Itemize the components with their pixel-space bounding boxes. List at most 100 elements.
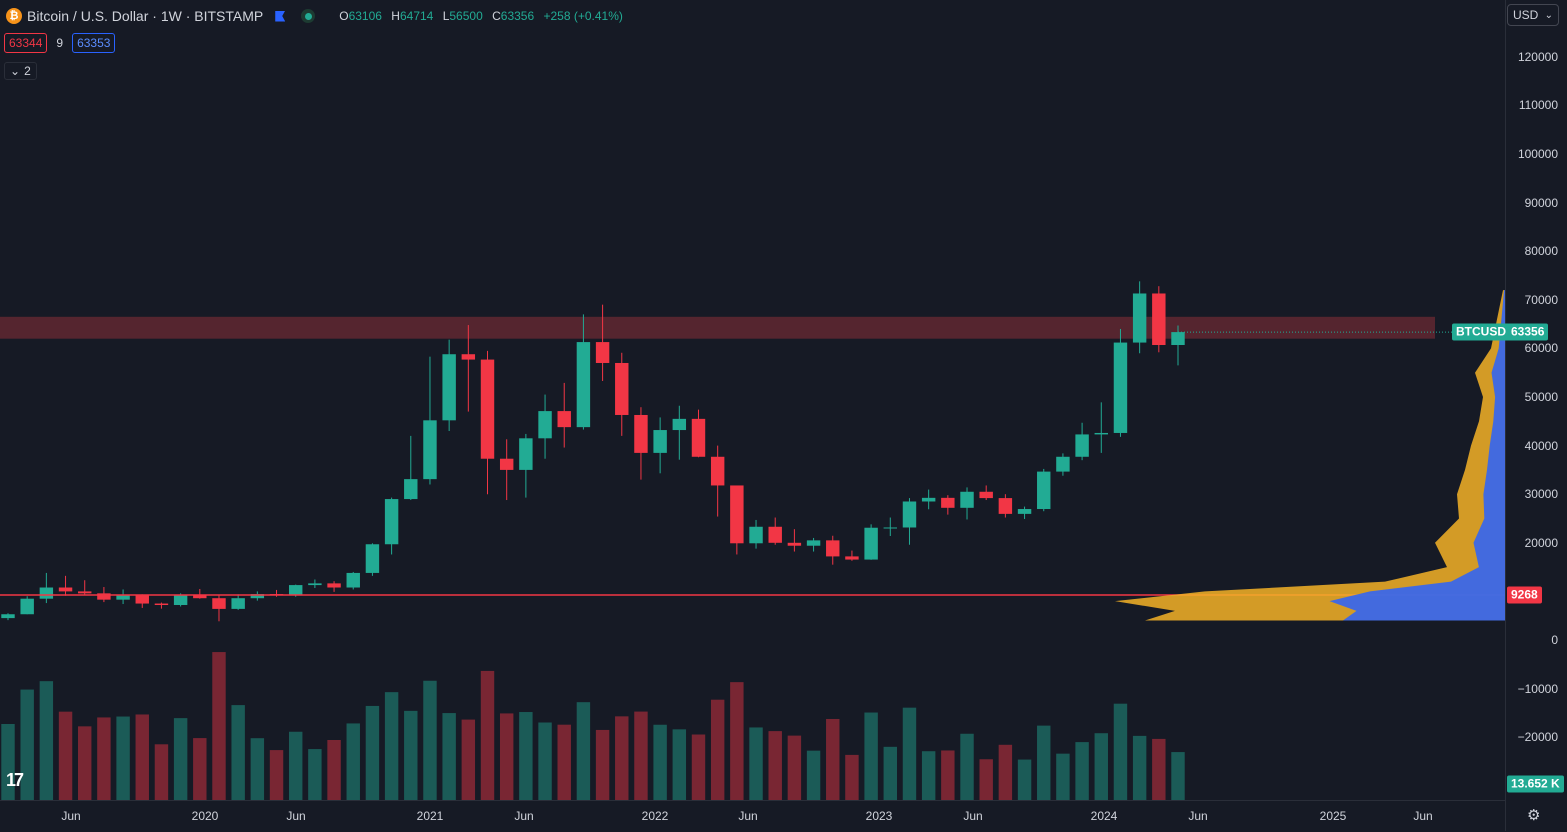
candle-body [845,556,859,560]
price-tick-label: 30000 [1524,487,1558,502]
currency-select[interactable]: USD ⌄ [1507,4,1559,26]
volume-profile-down [1329,290,1505,621]
volume-bar [442,713,456,800]
time-tick-label: 2023 [865,809,893,823]
candle-body [806,540,821,546]
buy-button[interactable]: 63353 [72,33,116,53]
volume-bar [691,734,706,800]
price-tick-label: 90000 [1524,195,1558,210]
price-tick-label: 80000 [1524,244,1558,259]
price-tick-label: 100000 [1517,147,1558,161]
price-axis[interactable]: 120000 110000 100000 90000 80000 70000 60000 50… [1505,0,1567,831]
flag-icon[interactable] [275,10,286,22]
price-tick-label: 40000 [1524,438,1558,453]
price-chart[interactable] [0,0,1505,800]
volume-bar [1132,735,1147,800]
time-tick-label: Jun [738,809,758,823]
price-tick-label: 50000 [1524,390,1558,404]
volume-bar [97,717,111,800]
tradingview-logo[interactable]: 17 [6,770,24,790]
time-axis[interactable]: Jun 2020 Jun 2021 Jun 2022 Jun 2023 Jun 2024 Jun 20… [0,800,1505,832]
ohlc-values: O63106 H64714 L56500 C63356 +258 (+0.41%… [339,9,623,23]
volume-bar [883,746,898,800]
volume-bar [384,692,399,800]
candle-body [1113,342,1128,433]
candle-body [768,526,782,543]
time-tick-label: Jun [963,809,983,823]
volume-bar [250,738,265,800]
symbol-legend: ₿ Bitcoin / U.S. Dollar · 1W · BITSTAMP … [6,6,623,26]
volume-bar [941,750,955,800]
candle-body [384,499,399,545]
volume-bar [423,680,437,800]
candle-body [1171,332,1185,345]
candle-body [442,354,456,421]
volume-bar [212,652,226,800]
volume-bar [1094,733,1108,800]
candle-body [461,354,476,360]
volume-bar [20,689,34,800]
time-tick-label: 2022 [641,809,669,823]
candle-body [691,418,706,457]
candle-body [653,430,667,453]
candle-body [730,485,744,544]
volume-bar [1152,738,1166,800]
volume-bar [461,719,476,800]
price-tick-label: −20000 [1517,730,1558,745]
volume-bar [116,716,130,800]
trade-row: 63344 9 63353 [4,33,116,53]
chevron-down-icon: ⌄ [1544,9,1553,21]
volume-bar [480,670,495,800]
candle-body [97,593,111,600]
candle-body [154,603,169,606]
volume-bar [921,751,936,800]
candle-body [1152,293,1166,345]
indicators-toggle[interactable]: ⌄ 2 [4,62,37,80]
volume-bar [806,750,821,800]
volume-bar [672,729,687,800]
volume-bar [78,726,92,800]
candle-body [250,594,265,599]
volume-bar [845,754,859,800]
volume-bar [404,710,418,800]
line-price-tag: 9268 [1507,586,1542,604]
chart-canvas[interactable] [0,0,1505,800]
candle-body [39,587,54,599]
candle-body [1037,471,1051,510]
time-tick-label: Jun [514,809,534,823]
symbol-title[interactable]: Bitcoin / U.S. Dollar · 1W · BITSTAMP [27,8,264,24]
volume-bar [58,711,73,800]
volume-bar [173,718,188,800]
volume-bar [615,716,629,800]
candle-body [58,587,73,592]
volume-bar [193,738,207,800]
candle-body [1056,456,1070,472]
price-tick-label: 60000 [1524,341,1558,356]
candle-body [404,479,418,500]
volume-bar [902,707,917,800]
candle-body [308,583,322,586]
volume-bar [1,724,15,800]
sell-button[interactable]: 63344 [4,33,48,53]
candle-body [116,595,130,600]
candle-body [941,497,955,508]
volume-bar [154,744,169,800]
candle-body [902,501,917,528]
volume-bar [499,713,514,800]
market-open-icon[interactable] [301,9,316,23]
volume-bar [960,733,974,800]
volume-bar [595,729,610,800]
spread-value: 9 [56,36,64,50]
volume-bar [1113,703,1128,800]
volume-bar [979,759,993,800]
gear-icon[interactable]: ⚙ [1527,807,1541,824]
candle-body [1017,509,1032,514]
time-tick-label: Jun [286,809,306,823]
chevron-down-icon: ⌄ [10,64,21,78]
candle-body [1075,434,1089,457]
volume-bar [365,705,380,800]
volume-bar [538,722,552,800]
candle-body [998,498,1013,514]
volume-bar [787,735,802,800]
price-tick-label: 120000 [1517,49,1558,64]
